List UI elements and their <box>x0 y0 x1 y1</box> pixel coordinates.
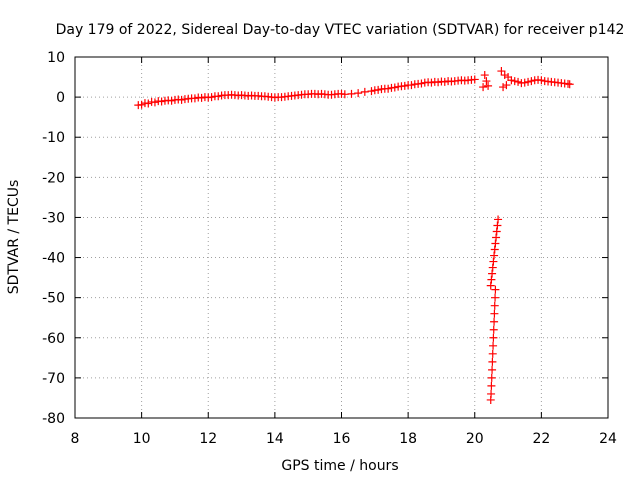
data-point <box>490 251 499 260</box>
data-point <box>489 257 498 266</box>
x-tick-label: 18 <box>399 431 417 447</box>
data-point <box>520 78 529 87</box>
data-point <box>167 96 176 105</box>
data-points <box>134 67 574 404</box>
data-point <box>497 67 506 76</box>
data-point <box>489 325 498 334</box>
x-tick-label: 10 <box>133 431 151 447</box>
data-point <box>137 100 146 109</box>
data-point <box>407 81 416 90</box>
data-point <box>493 221 502 230</box>
data-point <box>150 98 159 107</box>
x-tick-label: 24 <box>599 431 617 447</box>
x-tick-labels: 8 10 12 14 16 18 20 22 24 <box>71 431 617 447</box>
data-point <box>480 71 489 80</box>
data-point <box>507 76 516 85</box>
data-point <box>490 301 499 310</box>
data-point <box>489 341 498 350</box>
data-point <box>510 77 519 86</box>
data-point <box>502 81 511 90</box>
x-tick-label: 12 <box>199 431 217 447</box>
data-point <box>524 77 533 86</box>
data-point <box>207 93 216 102</box>
data-point <box>492 227 501 236</box>
data-point <box>487 381 496 390</box>
data-point <box>482 77 491 86</box>
data-point <box>417 79 426 88</box>
data-point <box>486 281 495 290</box>
x-tick-label: 16 <box>333 431 351 447</box>
data-point <box>479 83 488 92</box>
data-point <box>514 77 523 86</box>
y-tick-labels: 10 0 -10 -20 -30 -40 -50 -60 -70 -80 <box>42 50 65 427</box>
data-point <box>367 87 376 96</box>
y-axis-label: SDTVAR / TECUs <box>6 180 22 295</box>
data-point <box>527 77 536 86</box>
data-point <box>490 317 499 326</box>
data-point <box>488 349 497 358</box>
y-tick-label: -40 <box>42 251 65 267</box>
data-point <box>487 275 496 284</box>
data-point <box>390 83 399 92</box>
data-point <box>347 89 356 98</box>
data-point <box>354 89 363 98</box>
data-point <box>144 99 153 108</box>
plot-frame <box>74 56 609 419</box>
data-point <box>488 357 497 366</box>
data-point <box>499 83 508 92</box>
data-point <box>492 233 501 242</box>
data-point <box>565 80 574 89</box>
x-tick-label: 14 <box>266 431 284 447</box>
data-point <box>470 75 479 84</box>
data-point <box>374 85 383 94</box>
y-tick-label: -50 <box>42 291 65 307</box>
data-point <box>494 215 503 224</box>
x-tick-label: 22 <box>532 431 550 447</box>
data-point <box>488 269 497 278</box>
data-point <box>489 333 498 342</box>
data-point <box>157 97 166 106</box>
y-tick-label: 10 <box>47 50 65 66</box>
data-point <box>500 71 509 80</box>
data-point <box>384 84 393 93</box>
y-tick-label: -20 <box>42 170 65 186</box>
data-point <box>400 81 409 90</box>
y-tick-label: -60 <box>42 331 65 347</box>
data-point <box>484 81 493 90</box>
data-point <box>491 239 500 248</box>
data-point <box>487 373 496 382</box>
data-point <box>537 76 546 85</box>
data-point <box>177 95 186 104</box>
data-point <box>490 309 499 318</box>
grid-lines <box>75 57 608 418</box>
data-point <box>491 285 500 294</box>
data-point <box>491 293 500 302</box>
y-tick-label: -30 <box>42 210 65 226</box>
x-axis-label: GPS time / hours <box>281 458 398 474</box>
data-point <box>486 395 495 404</box>
x-tick-label: 8 <box>71 431 80 447</box>
y-tick-label: -10 <box>42 130 65 146</box>
y-tick-label: -70 <box>42 371 65 387</box>
data-point <box>490 245 499 254</box>
data-point <box>360 87 369 96</box>
data-point <box>214 92 223 101</box>
data-point <box>488 263 497 272</box>
chart-title: Day 179 of 2022, Sidereal Day-to-day VTE… <box>56 22 625 38</box>
x-tick-label: 20 <box>466 431 484 447</box>
y-tick-label: 0 <box>56 90 65 106</box>
data-point <box>488 365 497 374</box>
y-tick-label: -80 <box>42 411 65 427</box>
